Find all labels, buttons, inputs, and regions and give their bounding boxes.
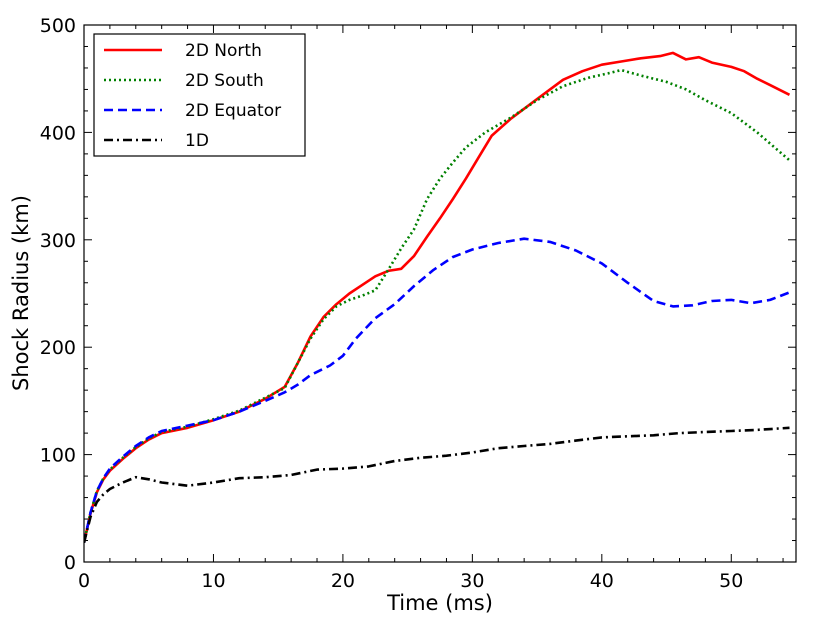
legend-label: 2D Equator bbox=[185, 101, 281, 121]
y-tick-label: 400 bbox=[40, 122, 76, 144]
series-line-2d-equator bbox=[84, 237, 790, 543]
y-tick-label: 300 bbox=[40, 230, 76, 252]
legend-label: 2D South bbox=[185, 71, 264, 91]
series-line-2d-south bbox=[84, 68, 791, 543]
series-line-2d-north bbox=[84, 51, 791, 543]
y-axis-title: Shock Radius (km) bbox=[9, 195, 33, 391]
x-tick-label: 10 bbox=[201, 570, 225, 592]
x-tick-label: 20 bbox=[331, 570, 355, 592]
legend: 2D North 2D South 2D Equator 1D bbox=[93, 33, 306, 157]
x-axis-title: Time (ms) bbox=[386, 591, 493, 615]
legend-frame bbox=[93, 33, 306, 157]
series-line-1d bbox=[84, 426, 790, 544]
x-tick-label: 30 bbox=[460, 570, 484, 592]
plot-frame bbox=[83, 24, 797, 563]
y-tick-label: 100 bbox=[40, 445, 76, 467]
y-tick-label: 0 bbox=[64, 552, 76, 574]
legend-label: 2D North bbox=[185, 41, 262, 61]
x-tick-label: 50 bbox=[719, 570, 743, 592]
x-tick-label: 0 bbox=[78, 570, 90, 592]
y-tick-label: 500 bbox=[40, 15, 76, 37]
series-layer bbox=[84, 51, 791, 544]
x-tick-label: 40 bbox=[590, 570, 614, 592]
legend-label: 1D bbox=[185, 131, 209, 151]
y-tick-label: 200 bbox=[40, 337, 76, 359]
